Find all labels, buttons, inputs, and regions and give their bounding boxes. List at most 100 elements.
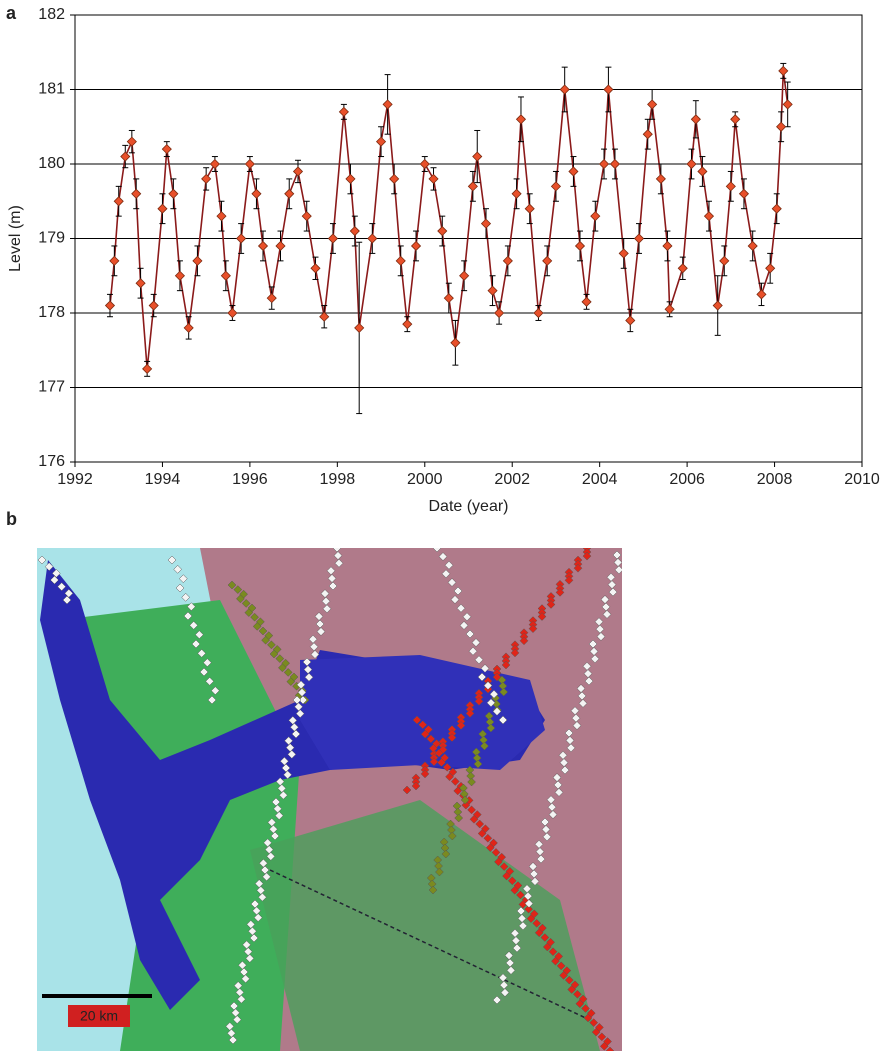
- track-point: [498, 715, 508, 725]
- data-point: [782, 99, 793, 110]
- data-point: [284, 188, 295, 199]
- track-point: [590, 654, 600, 664]
- data-point: [113, 196, 124, 207]
- data-point: [574, 240, 586, 252]
- track-point: [51, 568, 61, 578]
- track-point: [572, 721, 582, 730]
- track-point: [274, 811, 284, 820]
- data-point: [148, 300, 159, 311]
- track-point: [253, 913, 263, 922]
- data-point: [459, 270, 470, 281]
- plot-frame: [74, 14, 863, 463]
- data-point: [677, 263, 688, 274]
- track-point: [499, 980, 509, 990]
- data-point: [603, 84, 614, 95]
- track-point: [241, 599, 251, 608]
- track-point: [283, 668, 293, 677]
- track-point: [189, 620, 199, 630]
- track-point: [326, 566, 336, 576]
- data-point: [327, 233, 339, 244]
- track-point: [229, 1001, 239, 1011]
- track-point: [613, 558, 622, 567]
- track-point: [244, 608, 254, 617]
- track-point: [242, 940, 251, 950]
- data-point: [275, 240, 286, 252]
- data-point: [292, 166, 304, 177]
- track-point: [267, 818, 277, 827]
- track-point: [262, 872, 271, 882]
- track-point: [437, 758, 446, 767]
- data-point: [625, 315, 636, 326]
- data-point: [251, 188, 262, 199]
- data-point: [738, 188, 750, 199]
- data-point: [542, 255, 553, 266]
- track-point: [559, 970, 568, 980]
- track-point: [402, 785, 412, 795]
- track-point: [534, 839, 544, 849]
- track-point: [273, 804, 282, 814]
- track-point: [292, 695, 302, 705]
- y-tick-label: 178: [38, 304, 65, 321]
- track-point: [456, 603, 466, 613]
- track-point: [283, 770, 292, 780]
- track-point: [486, 723, 496, 733]
- track-point: [447, 831, 457, 841]
- track-point: [467, 805, 476, 815]
- track-point: [494, 857, 503, 867]
- track-point: [506, 965, 516, 975]
- track-point: [492, 707, 502, 716]
- data-point: [697, 166, 708, 177]
- x-tick-label: 2006: [669, 471, 705, 488]
- data-point: [450, 337, 461, 348]
- track-point: [608, 587, 618, 597]
- track-point: [518, 921, 528, 931]
- track-point: [594, 617, 604, 627]
- track-point: [577, 691, 587, 701]
- y-tick-label: 176: [38, 453, 65, 470]
- track-point: [507, 876, 517, 886]
- data-point: [349, 225, 360, 237]
- data-point: [345, 173, 356, 184]
- data-point: [472, 151, 483, 162]
- track-point: [612, 550, 622, 560]
- track-point: [37, 555, 47, 565]
- data-point: [642, 129, 653, 140]
- data-point: [338, 106, 349, 117]
- track-point: [207, 695, 217, 705]
- track-point: [454, 813, 464, 823]
- track-point: [250, 612, 259, 622]
- track-point: [528, 862, 538, 871]
- track-point: [565, 736, 575, 745]
- track-point: [534, 928, 544, 938]
- data-point: [209, 158, 220, 170]
- track-point: [532, 918, 542, 928]
- track-point: [489, 689, 499, 699]
- data-point: [487, 285, 498, 296]
- track-point: [428, 744, 438, 753]
- track-point: [575, 999, 585, 1009]
- track-point: [605, 1046, 615, 1051]
- data-point: [220, 270, 231, 281]
- track-point: [582, 551, 592, 561]
- panel-label: b: [6, 509, 17, 529]
- track-point: [505, 958, 515, 968]
- track-point: [546, 600, 556, 609]
- track-point: [322, 604, 332, 614]
- track-point: [241, 974, 250, 984]
- x-tick-label: 1992: [57, 471, 93, 488]
- track-point: [607, 580, 617, 590]
- track-point: [302, 657, 312, 667]
- track-point: [259, 858, 268, 868]
- track-point: [227, 580, 237, 590]
- track-point: [314, 612, 324, 621]
- track-point: [491, 848, 501, 857]
- track-point: [564, 975, 574, 985]
- track-point: [333, 551, 343, 560]
- track-point: [492, 672, 502, 682]
- data-point: [142, 363, 153, 374]
- track-point: [510, 928, 520, 938]
- track-point: [243, 947, 253, 956]
- track-point: [285, 743, 295, 752]
- data-point: [778, 65, 789, 76]
- track-point: [559, 758, 569, 768]
